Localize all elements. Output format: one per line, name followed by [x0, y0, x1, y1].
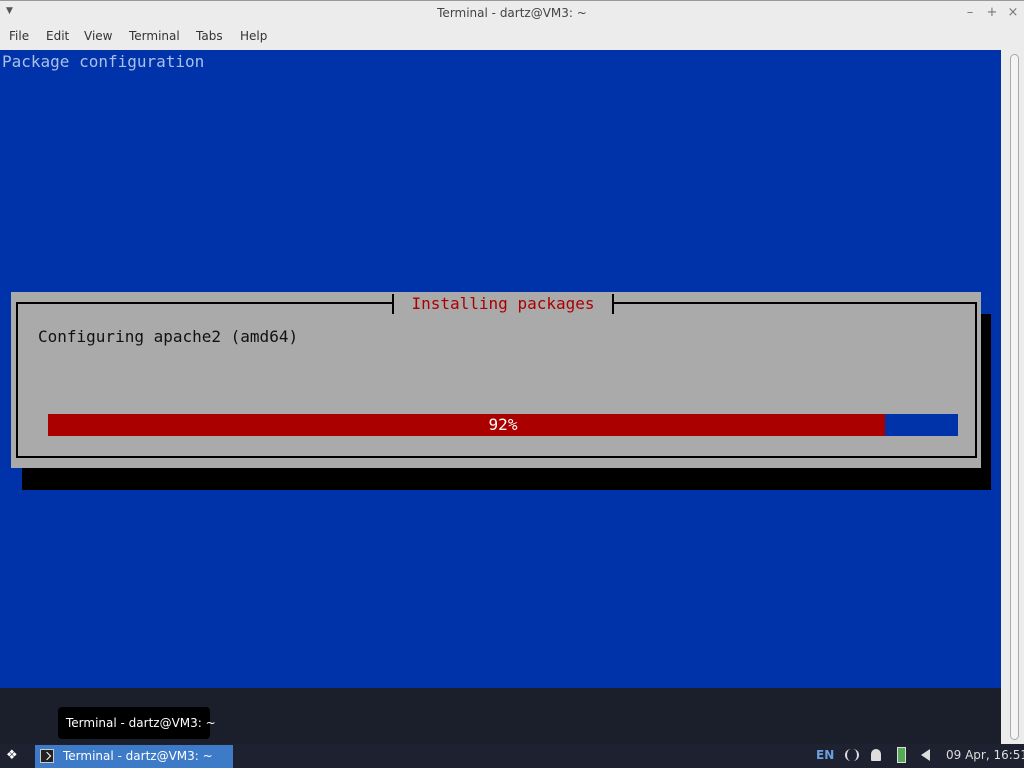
clock[interactable]: 09 Apr, 16:51 — [946, 748, 1024, 762]
progress-label: 92% — [488, 415, 518, 434]
taskbar-tooltip: Terminal - dartz@VM3: ~ — [58, 707, 216, 739]
menu-terminal[interactable]: Terminal — [129, 29, 180, 43]
scrollbar-thumb[interactable] — [1010, 54, 1019, 740]
maximize-button[interactable]: + — [986, 5, 998, 20]
notification-bell-icon[interactable] — [871, 749, 881, 761]
keyboard-layout[interactable]: EN — [816, 748, 835, 762]
menu-help[interactable]: Help — [240, 29, 268, 43]
dialog-frame: Installing packages Configuring apache2 … — [16, 294, 977, 458]
progress-fill — [48, 414, 886, 436]
menu-tabs[interactable]: Tabs — [196, 29, 223, 43]
menu-bar: File Edit View Terminal Tabs Help — [0, 26, 1024, 50]
start-menu-icon[interactable]: ❖ — [6, 748, 18, 763]
task-label: Terminal - dartz@VM3: ~ — [63, 749, 213, 763]
dialog-title: Installing packages — [392, 294, 614, 314]
window-title: Terminal - dartz@VM3: ~ — [437, 6, 587, 20]
taskbar-item-terminal[interactable]: Terminal - dartz@VM3: ~ — [35, 745, 233, 768]
window-menu-icon[interactable]: ▼ — [6, 6, 13, 16]
minimize-button[interactable]: – — [966, 5, 974, 20]
menu-edit[interactable]: Edit — [46, 29, 70, 43]
progress-bar: 92% — [48, 414, 958, 436]
close-button[interactable]: × — [1007, 5, 1019, 20]
volume-icon[interactable] — [921, 749, 930, 761]
terminal-area[interactable]: Package configuration Installing package… — [0, 50, 1001, 688]
install-dialog: Installing packages Configuring apache2 … — [11, 292, 981, 468]
battery-icon[interactable] — [897, 747, 906, 763]
taskbar: ❖ Terminal - dartz@VM3: ~ EN 09 Apr, 16:… — [0, 744, 1024, 768]
menu-file[interactable]: File — [9, 29, 30, 43]
network-icon[interactable] — [845, 749, 859, 761]
terminal-icon — [40, 749, 54, 763]
title-bar: ▼ Terminal - dartz@VM3: ~ – + × — [0, 0, 1024, 26]
menu-view[interactable]: View — [84, 29, 113, 43]
screen-header: Package configuration — [2, 52, 205, 71]
status-message: Configuring apache2 (amd64) — [38, 327, 299, 346]
